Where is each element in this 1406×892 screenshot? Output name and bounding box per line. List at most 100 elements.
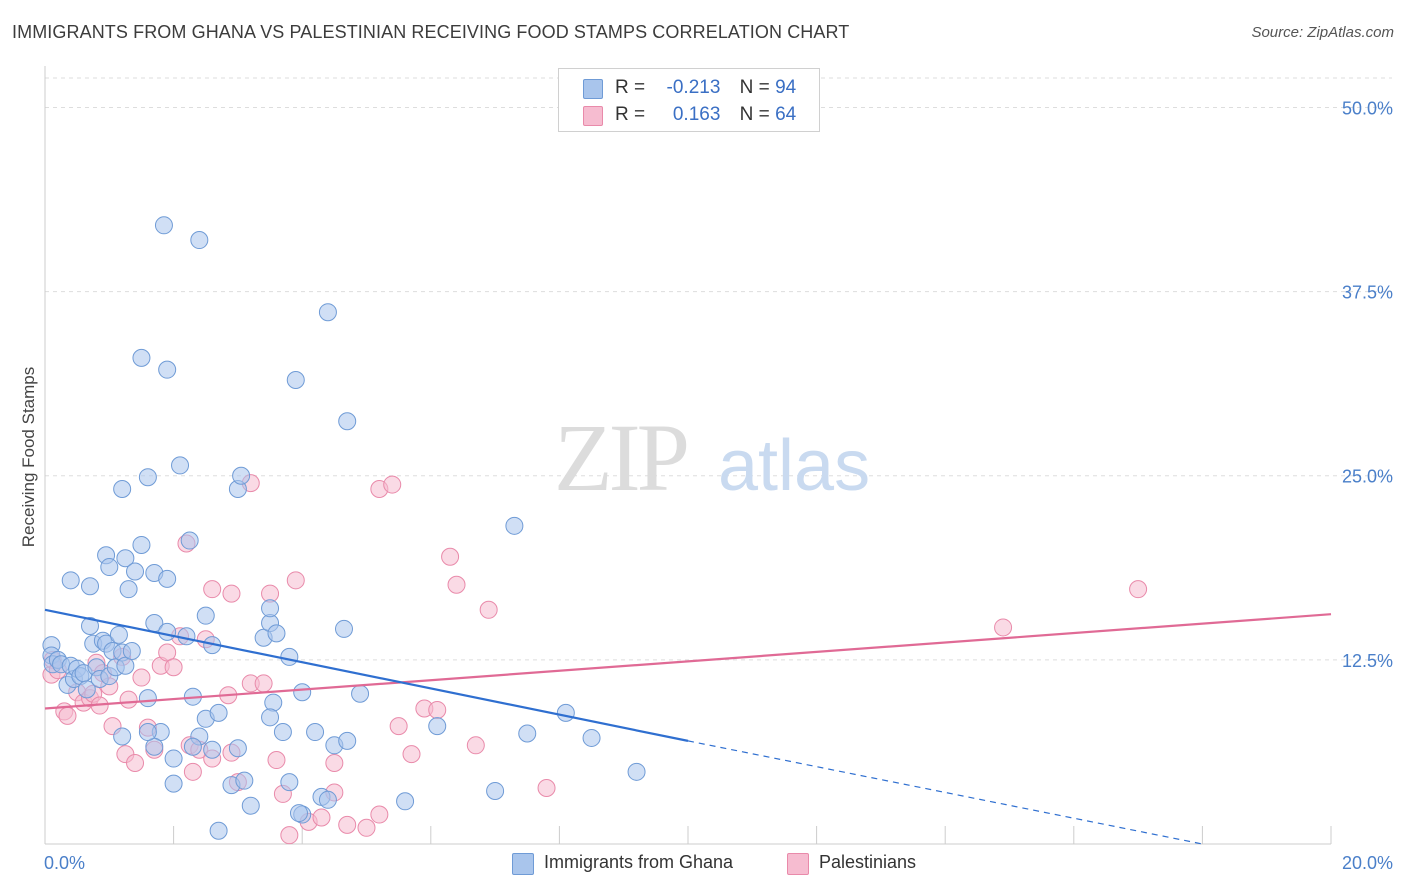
- data-point-ghana: [235, 771, 254, 790]
- data-point-palestinians: [325, 753, 344, 772]
- grid: [45, 77, 1392, 661]
- data-point-palestinians: [254, 674, 273, 693]
- data-point-ghana: [132, 348, 151, 367]
- data-point-palestinians: [466, 736, 485, 755]
- data-point-ghana: [109, 625, 128, 644]
- data-point-ghana: [203, 740, 222, 759]
- data-point-ghana: [209, 703, 228, 722]
- data-point-ghana: [61, 571, 80, 590]
- data-point-palestinians: [389, 717, 408, 736]
- watermark-atlas: atlas: [718, 426, 870, 506]
- source-attribution: Source: ZipAtlas.com: [1251, 24, 1394, 41]
- data-point-palestinians: [267, 751, 286, 770]
- y-tick-label: 50.0%: [1342, 98, 1393, 118]
- data-point-palestinians: [183, 762, 202, 781]
- series-palestinians-points: [42, 474, 1148, 845]
- trend-lines: [44, 608, 1332, 845]
- legend-r-value: -0.213: [666, 77, 721, 98]
- legend-swatch-pink: [787, 853, 809, 875]
- data-point-palestinians: [222, 584, 241, 603]
- data-point-ghana: [518, 724, 537, 743]
- data-point-ghana: [232, 466, 251, 485]
- watermark: ZIP atlas: [554, 404, 870, 511]
- data-point-ghana: [77, 680, 96, 699]
- data-point-palestinians: [312, 808, 331, 827]
- data-point-ghana: [158, 360, 177, 379]
- data-point-palestinians: [370, 805, 389, 824]
- data-point-ghana: [122, 642, 141, 661]
- legend-r-label: R =: [615, 77, 646, 98]
- legend-swatch-pink: [583, 106, 603, 126]
- data-point-ghana: [113, 727, 132, 746]
- legend-n-value: 64: [775, 104, 797, 125]
- data-point-ghana: [318, 790, 337, 809]
- x-tick-label: 0.0%: [44, 853, 85, 873]
- data-point-ghana: [171, 456, 190, 475]
- data-point-ghana: [116, 549, 135, 568]
- data-point-ghana: [280, 773, 299, 792]
- data-point-palestinians: [280, 826, 299, 845]
- data-point-palestinians: [428, 700, 447, 719]
- y-tick-label: 37.5%: [1342, 283, 1393, 303]
- legend-r-value: 0.163: [672, 104, 721, 125]
- data-point-ghana: [138, 723, 157, 742]
- data-point-palestinians: [164, 658, 183, 677]
- data-point-ghana: [164, 774, 183, 793]
- data-point-ghana: [582, 728, 601, 747]
- data-point-ghana: [286, 370, 305, 389]
- data-point-ghana: [190, 231, 209, 250]
- data-point-ghana: [158, 569, 177, 588]
- tick-labels: 12.5% 25.0% 37.5% 50.0% 0.0% 20.0%: [44, 98, 1393, 873]
- data-point-ghana: [241, 796, 260, 815]
- legend-r-label: R =: [615, 104, 646, 125]
- data-point-ghana: [556, 703, 575, 722]
- data-point-palestinians: [994, 618, 1013, 637]
- trend-line-palestinians: [44, 613, 1332, 710]
- data-point-ghana: [267, 624, 286, 643]
- data-point-palestinians: [119, 690, 138, 709]
- data-point-ghana: [505, 516, 524, 535]
- data-point-palestinians: [338, 815, 357, 834]
- chart-title: IMMIGRANTS FROM GHANA VS PALESTINIAN REC…: [12, 22, 850, 42]
- data-point-palestinians: [1129, 580, 1148, 599]
- data-point-ghana: [486, 781, 505, 800]
- data-point-ghana: [81, 616, 100, 635]
- legend-label-ghana: Immigrants from Ghana: [544, 852, 734, 872]
- legend-n-value: 94: [775, 77, 797, 98]
- y-tick-label: 25.0%: [1342, 467, 1393, 487]
- legend-n-label: N =: [739, 104, 770, 125]
- data-point-ghana: [273, 723, 292, 742]
- x-tick-label: 20.0%: [1342, 853, 1393, 873]
- legend-label-palestinians: Palestinians: [819, 852, 917, 872]
- data-point-ghana: [158, 622, 177, 641]
- data-point-ghana: [334, 619, 353, 638]
- data-point-palestinians: [447, 575, 466, 594]
- data-point-ghana: [183, 737, 202, 756]
- data-point-palestinians: [537, 779, 556, 798]
- data-point-ghana: [351, 684, 370, 703]
- data-point-ghana: [280, 647, 299, 666]
- data-point-ghana: [627, 762, 646, 781]
- data-point-ghana: [196, 606, 215, 625]
- axes: [44, 66, 1332, 845]
- legend-swatch-blue: [583, 79, 603, 99]
- data-point-ghana: [100, 558, 119, 577]
- data-point-ghana: [338, 412, 357, 431]
- data-point-palestinians: [203, 580, 222, 599]
- data-point-palestinians: [479, 600, 498, 619]
- data-point-ghana: [113, 479, 132, 498]
- data-point-ghana: [289, 804, 308, 823]
- data-point-palestinians: [126, 753, 145, 772]
- data-point-palestinians: [286, 571, 305, 590]
- data-point-ghana: [154, 216, 173, 235]
- legend-n-label: N =: [739, 77, 770, 98]
- y-axis-label: Receiving Food Stamps: [19, 367, 38, 547]
- data-point-ghana: [396, 792, 415, 811]
- data-point-palestinians: [383, 475, 402, 494]
- data-point-ghana: [261, 599, 280, 618]
- data-point-ghana: [264, 693, 283, 712]
- correlation-legend: R = -0.213 N = 94 R = 0.163 N = 64: [558, 68, 820, 132]
- data-point-ghana: [293, 683, 312, 702]
- data-point-palestinians: [402, 745, 421, 764]
- data-point-ghana: [428, 717, 447, 736]
